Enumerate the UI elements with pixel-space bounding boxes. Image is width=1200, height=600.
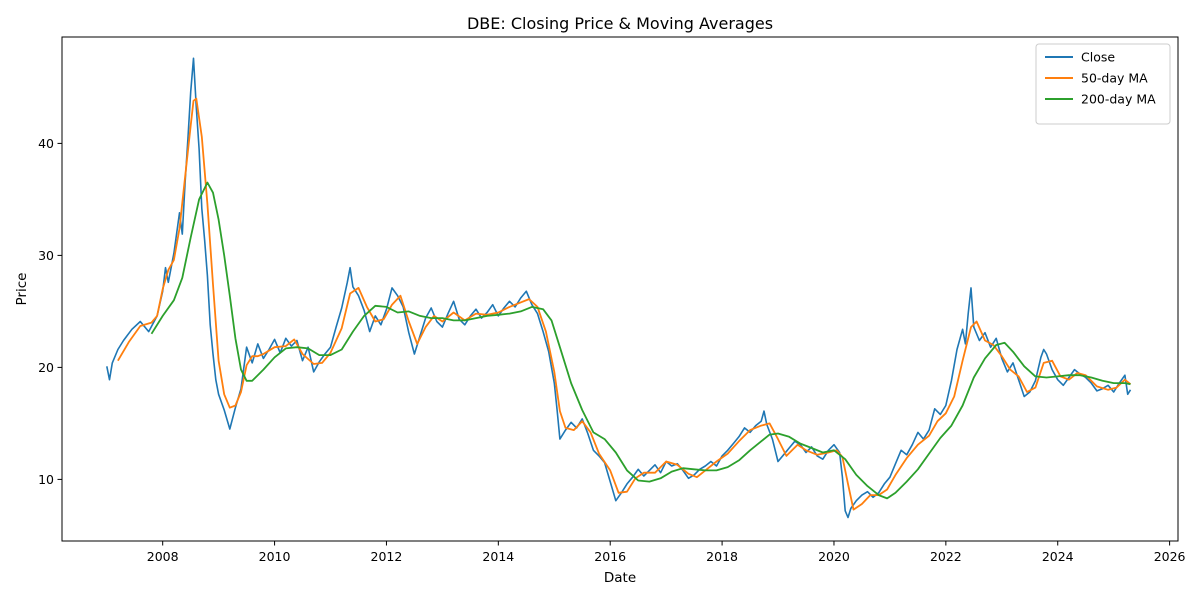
y-tick-label: 10 [38, 472, 54, 487]
x-tick-label: 2018 [706, 549, 738, 564]
y-tick-label: 30 [38, 248, 54, 263]
x-tick-label: 2022 [930, 549, 962, 564]
x-tick-label: 2016 [594, 549, 626, 564]
x-tick-label: 2014 [482, 549, 514, 564]
legend: Close 50-day MA 200-day MA [1035, 43, 1171, 125]
legend-label: Close [1081, 50, 1115, 65]
y-tick-label: 20 [38, 360, 54, 375]
legend-label: 50-day MA [1081, 71, 1148, 86]
x-tick-label: 2024 [1042, 549, 1074, 564]
x-tick-label: 2008 [147, 549, 179, 564]
series-layer [106, 57, 1132, 519]
legend-box [1035, 43, 1171, 125]
x-tick-label: 2020 [818, 549, 850, 564]
x-tick-label: 2010 [259, 549, 291, 564]
y-axis: 10 20 30 40 [38, 136, 62, 487]
y-tick-label: 40 [38, 136, 54, 151]
series-line-200-day-ma [150, 181, 1131, 500]
legend-label: 200-day MA [1081, 92, 1156, 107]
chart-title: DBE: Closing Price & Moving Averages [467, 14, 773, 33]
series-line-50-day-ma [117, 97, 1132, 511]
x-axis-label: Date [604, 570, 636, 586]
y-axis-label: Price [14, 273, 30, 306]
x-axis: 2008 2010 2012 2014 2016 2018 2020 2022 2024 2026 [147, 541, 1186, 564]
plot-frame [61, 36, 1179, 542]
x-tick-label: 2012 [371, 549, 403, 564]
series-line-close [106, 57, 1132, 519]
x-tick-label: 2026 [1154, 549, 1186, 564]
